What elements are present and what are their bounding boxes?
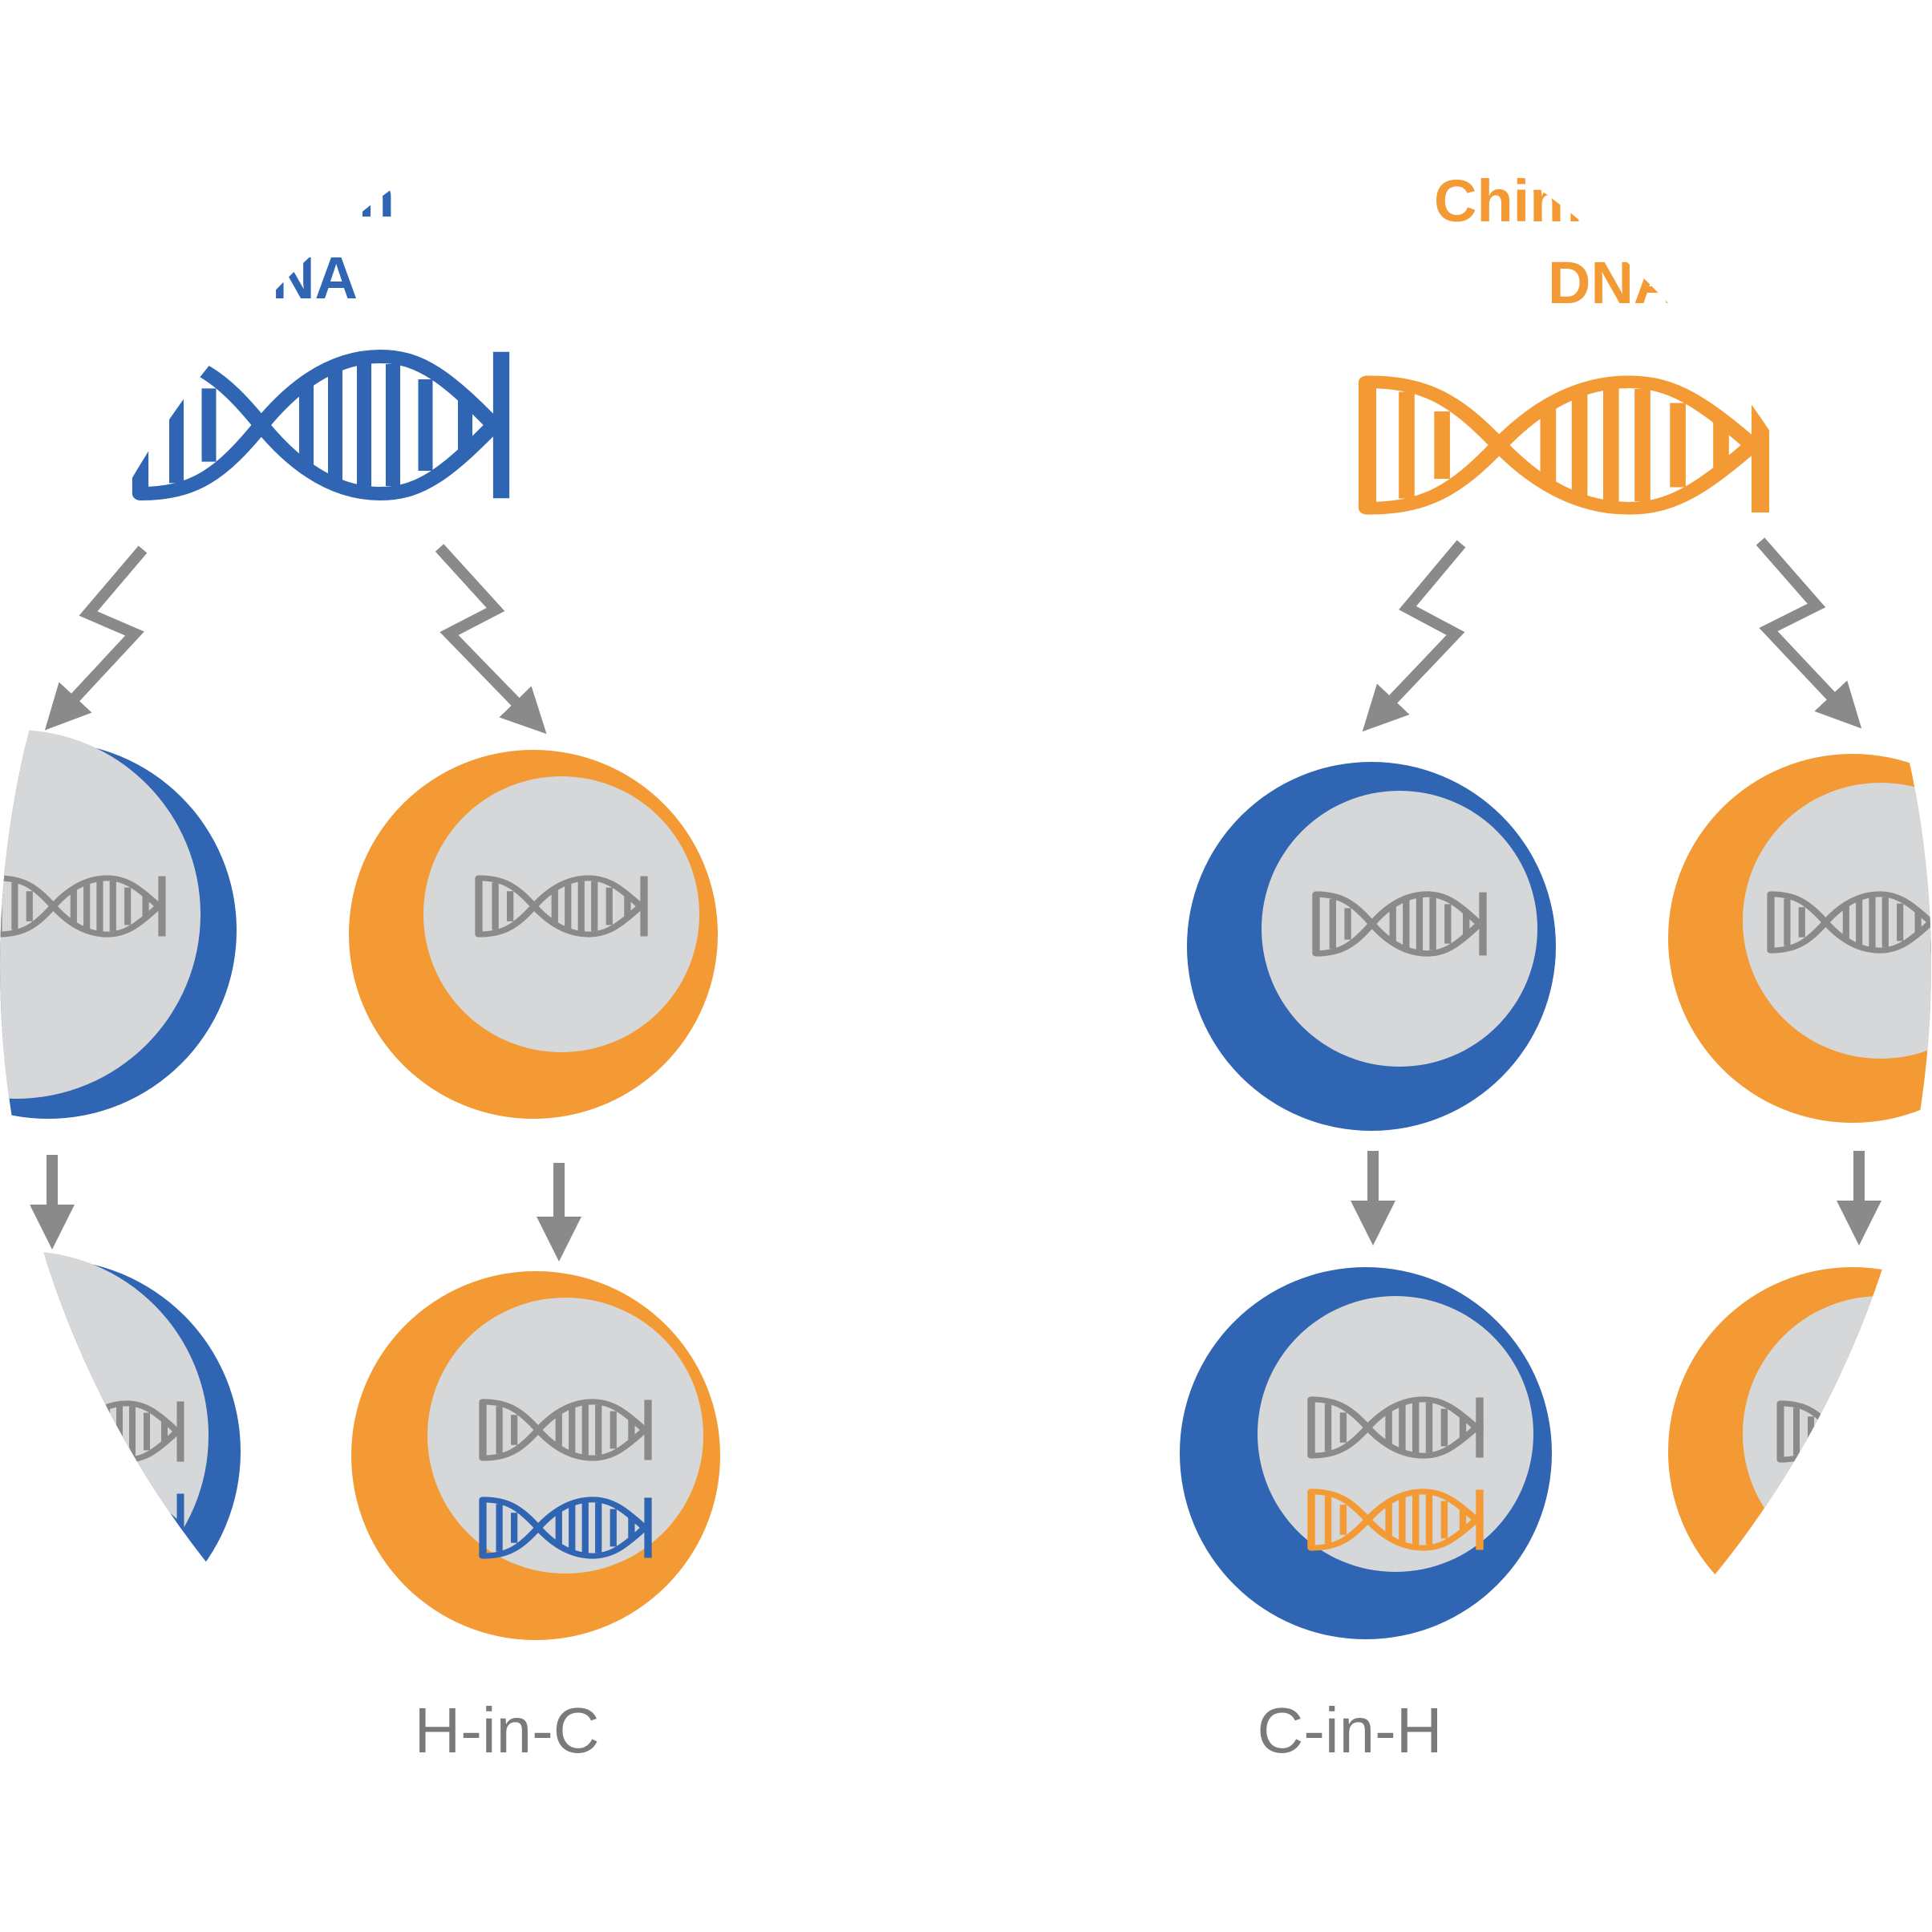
c-in-h-label: C-in-H: [1257, 1695, 1442, 1766]
human-cell: [1187, 762, 1556, 1131]
zigzag-arrow-icon: [435, 544, 547, 735]
h-in-c-cell: [351, 1271, 720, 1640]
human-dna-title-line2: NA: [272, 245, 358, 311]
chimp-dna-title-line2: DNA: [1548, 249, 1676, 316]
hybrid-cell: [0, 1251, 241, 1644]
chimp-dna-title-line1: Chim: [1434, 168, 1582, 234]
human-dna-title-line1: n: [358, 163, 395, 229]
inserted-dna-helix-icon: [20, 1494, 180, 1554]
human-cell: [0, 730, 237, 1119]
zigzag-arrow-icon: [1362, 540, 1466, 732]
h-in-c-label: H-in-C: [414, 1695, 599, 1766]
human-dna-helix-icon: [140, 352, 501, 498]
chimp-cell: [349, 750, 718, 1119]
zigzag-arrow-icon: [1756, 537, 1862, 729]
chimp-cell: [1668, 754, 1931, 1123]
hybrid-cell: [1668, 1267, 1931, 1636]
zigzag-arrow-icon: [44, 545, 148, 731]
c-in-h-cell: [1180, 1267, 1552, 1639]
chimp-dna-helix-icon: [1367, 378, 1760, 512]
